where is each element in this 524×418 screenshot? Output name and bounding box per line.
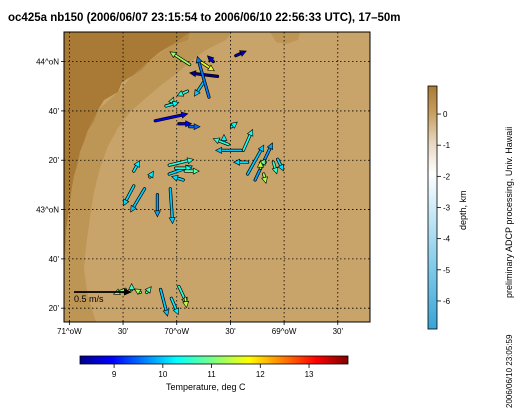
current-vector — [159, 287, 170, 317]
scale-arrow-label: 0.5 m/s — [74, 294, 104, 304]
lat-tick-label: 20' — [49, 304, 60, 313]
current-vector — [229, 121, 238, 129]
current-vector — [144, 286, 152, 295]
current-vector — [258, 158, 267, 166]
processing-timestamp: 2006/06/10 23:05:59 — [505, 334, 514, 408]
current-vector — [128, 282, 136, 292]
depth-colorbar: 0 -1 -2 -3 -4 -5 -6 depth, km — [427, 85, 468, 330]
lat-tick-label: 44^oN — [36, 58, 59, 67]
current-vector — [188, 123, 201, 131]
lat-tick-label: 40' — [49, 107, 60, 116]
current-vector — [169, 51, 192, 67]
current-vector — [170, 174, 185, 182]
current-vector — [246, 144, 265, 176]
latitude-tick-labels: 44^oN 40' 20' 43^oN 40' 20' — [36, 58, 64, 313]
depth-tick-label: -1 — [443, 141, 451, 150]
lon-tick-label: 69^oW — [272, 327, 297, 336]
depth-tick-labels: 0 -1 -2 -3 -4 -5 -6 — [437, 110, 451, 306]
temperature-tick-label: 12 — [256, 370, 265, 379]
temperature-colorbar-label: Temperature, deg C — [166, 382, 246, 392]
depth-tick-label: -2 — [443, 172, 451, 181]
lat-tick-label: 43^oN — [36, 206, 59, 215]
lon-tick-label: 70^oW — [164, 327, 189, 336]
current-vector — [153, 193, 161, 218]
temperature-tick-label: 9 — [112, 370, 117, 379]
longitude-tick-labels: 71^oW 30' 70^oW 30' 69^oW 30' — [57, 322, 343, 336]
processing-note: preliminary ADCP processing, Univ. Hawai… — [504, 127, 514, 298]
lon-tick-label: 30' — [118, 327, 129, 336]
figure-title: oc425a nb150 (2006/06/07 23:15:54 to 200… — [8, 12, 401, 24]
current-vector — [271, 160, 279, 175]
current-vector — [189, 70, 220, 78]
map-panel: 44^oN 40' 20' 43^oN 40' 20' 71^oW 30' 70^oW 30' 6… — [36, 31, 371, 336]
depth-tick-label: -4 — [443, 235, 451, 244]
current-vector — [182, 296, 190, 309]
scale-arrow: 0.5 m/s — [74, 288, 132, 304]
current-vector — [195, 55, 211, 99]
lon-tick-label: 30' — [225, 327, 236, 336]
temperature-colorbar-bar — [79, 355, 349, 365]
current-vector — [177, 120, 193, 128]
current-vector — [164, 100, 180, 108]
coastline-land — [64, 32, 190, 262]
current-vector — [214, 146, 243, 154]
lon-tick-label: 71^oW — [57, 327, 82, 336]
current-vector — [206, 55, 215, 64]
temperature-tick-label: 11 — [207, 370, 216, 379]
current-vector — [241, 128, 254, 152]
depth-tick-label: -6 — [443, 297, 451, 306]
map-frame — [63, 31, 371, 323]
current-vector — [130, 187, 147, 213]
depth-tick-label: 0 — [443, 110, 448, 119]
lat-tick-label: 40' — [49, 255, 60, 264]
current-vector — [147, 170, 154, 179]
current-vector — [167, 157, 195, 167]
depth-tick-label: -5 — [443, 266, 451, 275]
current-vector — [176, 89, 190, 97]
temperature-colorbar: 9 10 11 12 13 Temperature, deg C — [79, 355, 349, 392]
current-vector — [183, 167, 200, 175]
current-vector — [193, 80, 206, 97]
depth-colorbar-bar — [427, 85, 438, 330]
depth-tick-label: -3 — [443, 204, 451, 213]
current-vector — [234, 50, 247, 58]
current-vector — [133, 288, 142, 296]
lon-tick-label: 30' — [333, 327, 344, 336]
temperature-tick-labels: 9 10 11 12 13 — [112, 364, 314, 379]
current-vector — [198, 59, 215, 72]
current-vector — [169, 296, 180, 316]
current-vector — [123, 184, 136, 207]
temperature-tick-label: 13 — [305, 370, 314, 379]
temperature-tick-label: 10 — [158, 370, 167, 379]
current-vector — [276, 157, 284, 172]
current-vector — [168, 187, 176, 225]
current-vector — [256, 160, 264, 170]
current-vector — [212, 137, 230, 147]
current-vector — [132, 160, 140, 173]
coastal-shelf — [64, 32, 232, 322]
current-vector — [153, 111, 189, 123]
scale-arrow-head — [124, 288, 132, 296]
depth-colorbar-label: depth, km — [458, 190, 468, 230]
island-shoal — [270, 32, 300, 44]
current-vector — [233, 158, 250, 166]
current-vector — [261, 172, 268, 184]
lat-tick-label: 20' — [49, 156, 60, 165]
graticule — [64, 32, 370, 322]
